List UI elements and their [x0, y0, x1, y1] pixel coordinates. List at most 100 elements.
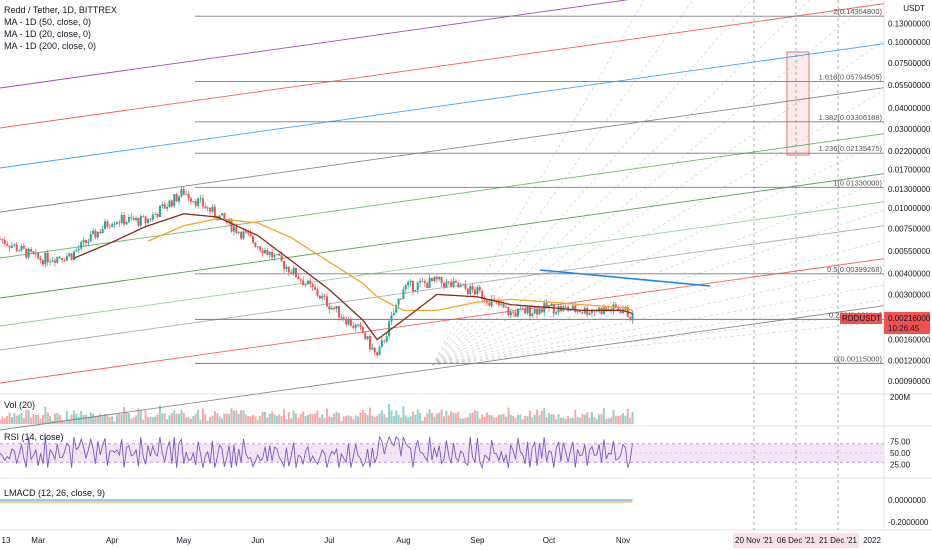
candle-body [314, 286, 317, 290]
candle-body [268, 251, 271, 255]
price-tick-label: 0.00400000 [888, 270, 931, 279]
candle [75, 248, 78, 253]
candle [388, 319, 391, 340]
ma50-legend[interactable]: MA - 1D (50, close, 0) [4, 17, 92, 27]
candle-body [127, 217, 130, 222]
candle [70, 253, 73, 261]
volume-bar [41, 414, 44, 424]
volume-bar [61, 419, 64, 424]
macd-pane-label[interactable]: LMACD (12, 26, close, 9) [4, 488, 106, 498]
volume-bar [185, 417, 188, 424]
price-tick-label: 0.00550000 [888, 247, 931, 256]
candle-body [361, 326, 364, 333]
candle-body [120, 215, 123, 224]
highlighted-date-bg [775, 533, 817, 548]
candle-body [588, 313, 591, 315]
candle-body [139, 216, 142, 226]
volume-bar [197, 409, 200, 424]
price-axis[interactable]: USDT 0.13000000 0.10000000 0.07500000 0.0550… [840, 4, 931, 527]
volume-bar [297, 418, 300, 424]
volume-bar [507, 407, 510, 424]
candle [366, 336, 369, 341]
candle-body [531, 313, 534, 317]
candle [92, 227, 95, 235]
candle-body [37, 252, 40, 259]
candlestick-series[interactable] [0, 185, 634, 359]
rsi-line [0, 435, 633, 470]
candle-body [380, 340, 383, 347]
candle-body [433, 276, 436, 282]
ma20-legend[interactable]: MA - 1D (20, close, 0) [4, 29, 92, 39]
volume-bar [388, 403, 391, 424]
candle [390, 311, 393, 326]
candle-body [158, 205, 161, 217]
symbol-title[interactable]: Redd / Tether, 1D, BITTREX [4, 5, 117, 15]
candle-body [154, 213, 157, 215]
candle [104, 218, 107, 230]
price-tick-label: 0.02200000 [888, 147, 931, 156]
volume-bar [569, 418, 572, 424]
candle [438, 276, 441, 282]
rsi-pane-label[interactable]: RSI (14, close) [4, 432, 64, 442]
candle [41, 258, 44, 267]
chart-legend[interactable]: Redd / Tether, 1D, BITTREX MA - 1D (50, … [4, 4, 117, 52]
volume-bar [330, 416, 333, 424]
candle [220, 213, 223, 216]
candle [469, 283, 472, 297]
candle [137, 217, 140, 228]
candle [242, 230, 245, 241]
candle-body [1, 238, 4, 240]
candle [149, 217, 152, 223]
volume-bar [292, 410, 295, 424]
volume-bar [275, 416, 278, 424]
candle [68, 252, 71, 258]
candle-body [211, 206, 214, 212]
volume-bar [280, 416, 283, 424]
candle-body [170, 200, 173, 207]
time-tick-label: Sep [470, 536, 485, 545]
volume-bar [144, 410, 147, 424]
candle-body [108, 226, 111, 228]
time-axis[interactable]: 13 Mar Apr May Jun Jul Aug Sep Oct Nov 2022 20 Nov … [2, 533, 882, 548]
candle-body [354, 324, 357, 328]
volume-bar [488, 414, 491, 424]
candle-body [612, 304, 615, 312]
volume-bar [359, 412, 362, 424]
candle-body [204, 206, 207, 209]
price-tick-label: 0.00160000 [888, 336, 931, 345]
fib-label-2: 1.382(0.03306188) [819, 113, 883, 122]
volume-bar [545, 417, 548, 424]
candle [569, 310, 572, 311]
time-tick-label: Nov [616, 536, 630, 545]
channel-line-9 [0, 305, 885, 431]
trend-segment [539, 269, 711, 287]
candle-body [244, 231, 247, 233]
quote-currency-label: USDT [903, 4, 925, 13]
time-tick-label: May [176, 536, 191, 545]
candle-body [92, 230, 95, 234]
fan-line-7 [431, 139, 885, 366]
price-tick-label: 0.00090000 [888, 377, 931, 386]
volume-bar [0, 419, 1, 424]
candle-body [27, 248, 30, 258]
candle [323, 293, 326, 300]
volume-bar [163, 413, 166, 424]
fan-line-5 [431, 39, 885, 366]
candle-body [509, 312, 512, 316]
volume-bar [170, 413, 173, 424]
candle-body [505, 307, 508, 308]
candle [166, 203, 169, 212]
volume-bar [614, 415, 617, 424]
volume-pane-label[interactable]: Vol (20) [4, 400, 36, 410]
candle-body [39, 258, 42, 261]
candle-body [500, 304, 503, 306]
candle [321, 292, 324, 302]
volume-bar [392, 416, 395, 424]
volume-bar [626, 409, 629, 424]
ma200-legend[interactable]: MA - 1D (200, close, 0) [4, 41, 97, 51]
candle-body [84, 239, 87, 244]
candle [161, 201, 164, 209]
candle [622, 305, 624, 314]
volume-bar [478, 418, 481, 424]
